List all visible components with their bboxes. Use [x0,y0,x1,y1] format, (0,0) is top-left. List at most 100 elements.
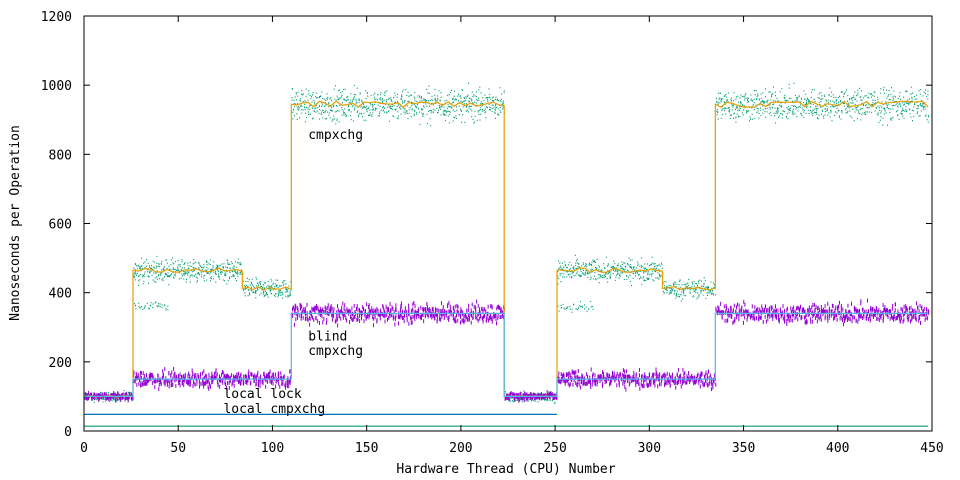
data-point [181,259,183,261]
data-point [396,106,398,108]
data-point [207,379,209,384]
data-point [925,114,927,116]
data-point [413,113,415,115]
data-point [434,109,436,111]
data-point [206,260,208,262]
data-point [440,317,442,322]
data-point [442,112,444,114]
data-point [208,381,210,386]
data-point [871,104,873,106]
data-point [135,376,137,381]
data-point [713,283,715,286]
data-point [462,114,464,116]
data-point [592,379,594,384]
data-point [359,112,361,114]
data-point [187,274,189,276]
data-point [686,286,688,288]
data-point [468,105,470,108]
data-point [497,304,499,309]
data-point [358,114,360,116]
data-point [633,370,635,375]
data-point [523,390,525,392]
data-point [629,259,631,261]
data-point [725,309,727,314]
data-point [203,369,205,374]
data-point [233,270,235,272]
data-point [367,92,369,94]
data-point [500,307,502,312]
data-point [643,375,645,380]
data-point [172,257,174,259]
data-point [460,320,462,325]
data-point [888,103,890,105]
data-point [498,100,500,102]
data-point [584,265,586,268]
data-point [305,95,307,98]
data-point [742,105,744,107]
data-point [159,306,161,308]
data-point [574,254,576,256]
data-point [431,315,433,320]
data-point [318,118,320,120]
data-point [316,97,318,99]
data-point [807,99,809,101]
data-point [803,101,805,104]
data-point [631,259,633,261]
data-point [232,275,234,278]
data-point [857,94,859,96]
data-point [837,96,839,99]
data-point [731,100,733,102]
data-point [266,293,268,296]
data-point [750,94,752,96]
data-point [226,283,228,285]
data-point [798,95,800,97]
data-point [924,115,926,117]
data-point [861,114,863,116]
data-point [631,284,633,287]
data-point [446,111,448,113]
data-point [238,262,240,264]
data-point [485,97,487,99]
data-point [175,260,177,263]
data-point [635,382,637,387]
data-point [564,261,566,263]
data-point [460,307,462,312]
data-point [211,276,213,278]
data-point [270,375,272,380]
data-point [896,102,898,104]
data-point [282,284,284,286]
data-point [397,315,399,320]
data-point [358,99,360,101]
data-point [660,275,662,277]
data-point [388,307,390,312]
data-point [176,269,178,271]
data-point [291,97,293,99]
data-point [407,91,409,93]
data-point [417,107,419,109]
data-point [198,262,200,264]
data-point [621,261,623,263]
data-point [431,98,433,101]
data-point [843,96,845,98]
data-point [636,379,638,384]
data-point [839,115,841,117]
data-point [122,392,124,397]
data-point [257,288,259,290]
data-point [468,82,470,84]
data-point [280,294,282,296]
data-point [142,274,144,276]
data-point [113,391,115,396]
data-point [837,103,839,105]
data-point [497,113,499,115]
data-point [567,372,569,377]
data-point [432,111,434,114]
data-point [569,261,571,263]
data-point [156,265,158,267]
data-point [755,316,757,321]
data-point [571,369,573,374]
data-point [723,107,725,109]
data-point [457,304,459,309]
data-point [812,110,814,112]
data-point [269,290,271,293]
data-point [740,102,742,104]
